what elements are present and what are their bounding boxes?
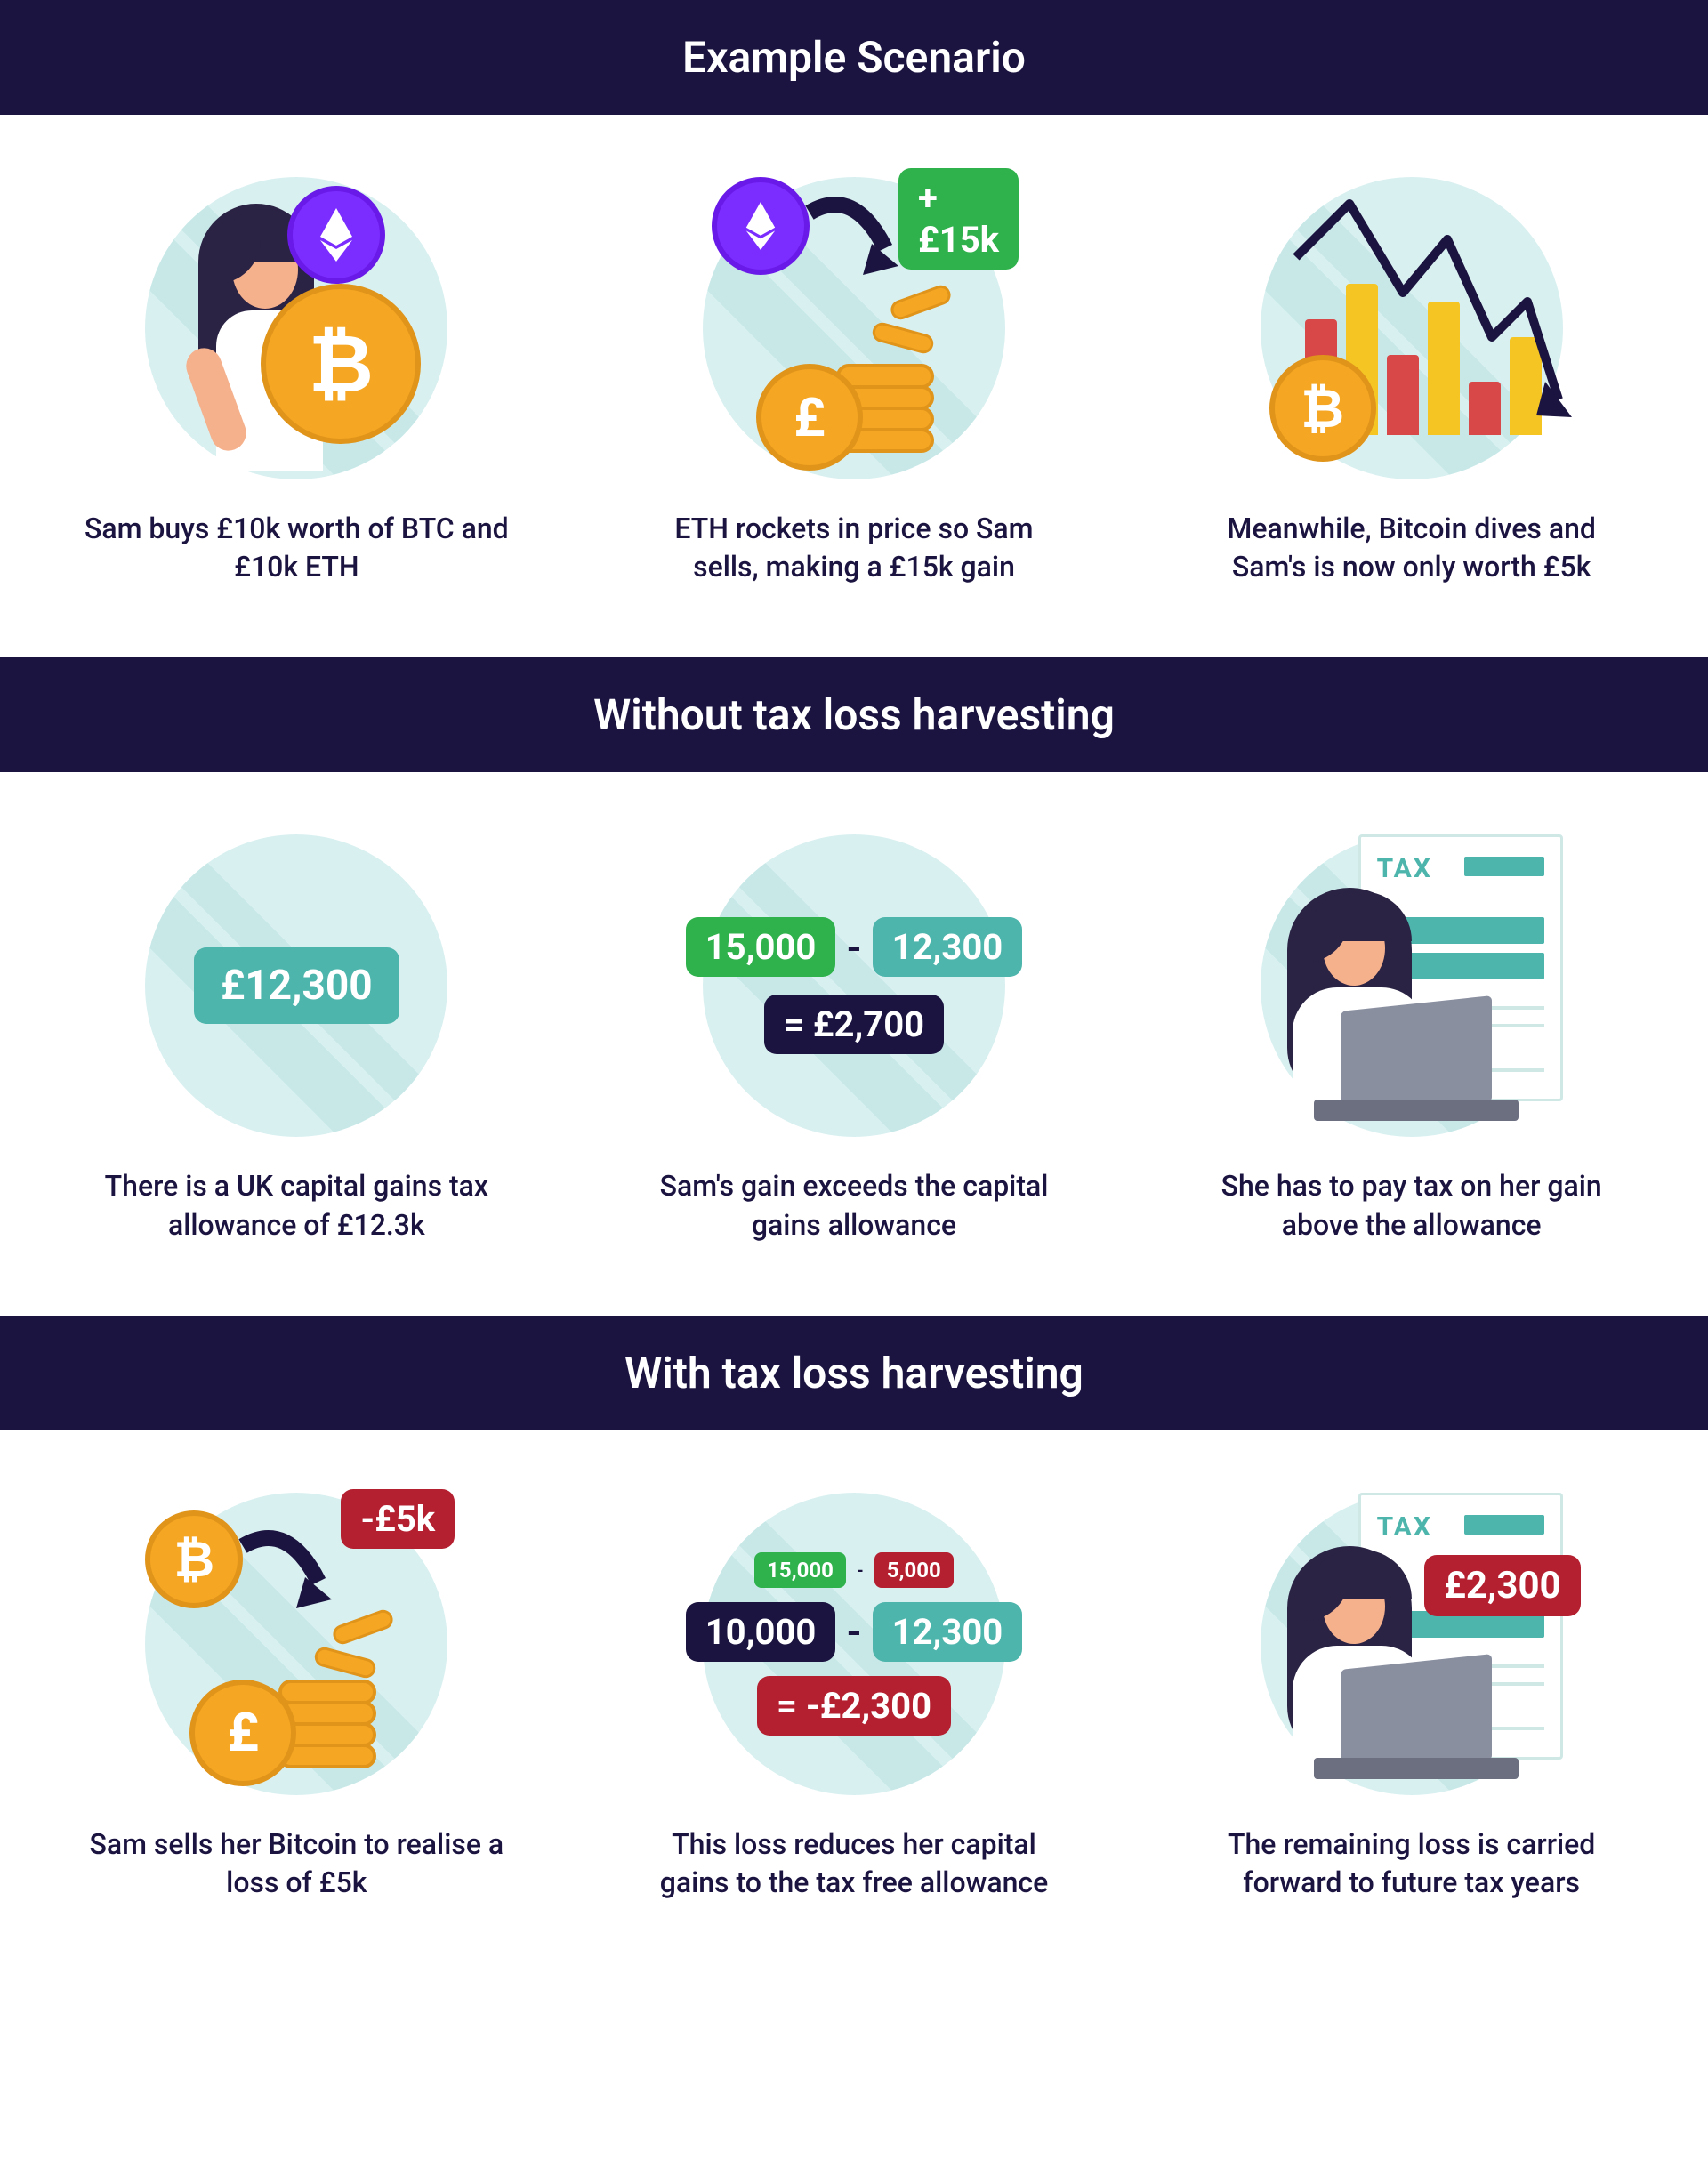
illustration-allowance: £12,300 <box>136 826 456 1146</box>
btc-icon: ₿ <box>261 284 421 444</box>
value-result: = -£2,300 <box>757 1676 951 1736</box>
illustration-calc-1: 15,000 - 12,300 = £2,700 <box>667 826 1041 1146</box>
cell-r3c2: 15,000 - 5,000 10,000 - 12,300 = -£2,300… <box>605 1484 1103 1902</box>
illustration-woman-coins: ₿ <box>136 168 456 488</box>
minus-icon: - <box>846 1608 861 1655</box>
value-allowance: 12,300 <box>873 917 1023 977</box>
calc-row: 15,000 - 12,300 <box>686 917 1023 977</box>
allowance-badge: £12,300 <box>194 947 399 1024</box>
illustration-eth-gain: +£15k £ <box>694 168 1014 488</box>
calc-row-small: 15,000 - 5,000 <box>754 1552 954 1588</box>
minus-icon: - <box>857 1559 864 1581</box>
caption: Sam buys £10k worth of BTC and £10k ETH <box>83 510 510 586</box>
gbp-icon: £ <box>189 1680 296 1786</box>
doc-title: TAX <box>1377 853 1432 884</box>
caption: She has to pay tax on her gain above the… <box>1198 1167 1625 1244</box>
value-loss-sm: 5,000 <box>874 1552 954 1588</box>
section-header-3: With tax loss harvesting <box>0 1316 1708 1430</box>
btc-icon: ₿ <box>1269 355 1376 462</box>
caption: The remaining loss is carried forward to… <box>1198 1825 1625 1902</box>
caption: Sam sells her Bitcoin to realise a loss … <box>83 1825 510 1902</box>
minus-icon: - <box>846 924 861 971</box>
value-allowance: 12,300 <box>873 1602 1023 1662</box>
cell-r1c3: ₿ Meanwhile, Bitcoin dives and Sam's is … <box>1163 168 1661 586</box>
cell-r2c3: TAX She has to pay tax on her gain above… <box>1163 826 1661 1244</box>
illustration-calc-2: 15,000 - 5,000 10,000 - 12,300 = -£2,300 <box>658 1484 1050 1804</box>
gbp-icon: £ <box>756 364 863 471</box>
caption: Meanwhile, Bitcoin dives and Sam's is no… <box>1198 510 1625 586</box>
eth-icon <box>712 177 810 275</box>
illustration-tax-doc: TAX <box>1252 826 1572 1146</box>
btc-icon: ₿ <box>145 1510 243 1608</box>
row-2: £12,300 There is a UK capital gains tax … <box>0 772 1708 1315</box>
row-3: ₿ -£5k £ Sam sells her Bitcoin to realis… <box>0 1430 1708 1973</box>
arrow-icon <box>234 1528 341 1626</box>
section-header-1: Example Scenario <box>0 0 1708 115</box>
cell-r3c1: ₿ -£5k £ Sam sells her Bitcoin to realis… <box>47 1484 545 1902</box>
arrow-icon <box>801 195 907 293</box>
caption: There is a UK capital gains tax allowanc… <box>83 1167 510 1244</box>
doc-title: TAX <box>1377 1511 1432 1543</box>
value-gain: 15,000 <box>686 917 836 977</box>
loss-badge: -£5k <box>341 1489 455 1549</box>
cell-r3c3: TAX £2,300 The remaining loss is carried… <box>1163 1484 1661 1902</box>
gain-badge: +£15k <box>898 168 1019 270</box>
cell-r1c2: +£15k £ ETH rockets in price so Sam sell… <box>605 168 1103 586</box>
infographic: Example Scenario ₿ Sam buys £10k worth o… <box>0 0 1708 1973</box>
cell-r2c1: £12,300 There is a UK capital gains tax … <box>47 826 545 1244</box>
cell-r2c2: 15,000 - 12,300 = £2,700 Sam's gain exce… <box>605 826 1103 1244</box>
illustration-chart-down: ₿ <box>1252 168 1572 488</box>
value-net: 10,000 <box>686 1602 836 1662</box>
row-1: ₿ Sam buys £10k worth of BTC and £10k ET… <box>0 115 1708 657</box>
caption: ETH rockets in price so Sam sells, makin… <box>640 510 1068 586</box>
cell-r1c1: ₿ Sam buys £10k worth of BTC and £10k ET… <box>47 168 545 586</box>
caption: This loss reduces her capital gains to t… <box>640 1825 1068 1902</box>
illustration-carry-forward: TAX £2,300 <box>1252 1484 1572 1804</box>
eth-icon <box>287 186 385 284</box>
calc-row: 10,000 - 12,300 <box>686 1602 1023 1662</box>
value-gain-sm: 15,000 <box>754 1552 846 1588</box>
section-header-2: Without tax loss harvesting <box>0 657 1708 772</box>
value-result: = £2,700 <box>764 995 944 1054</box>
illustration-btc-loss: ₿ -£5k £ <box>136 1484 456 1804</box>
caption: Sam's gain exceeds the capital gains all… <box>640 1167 1068 1244</box>
